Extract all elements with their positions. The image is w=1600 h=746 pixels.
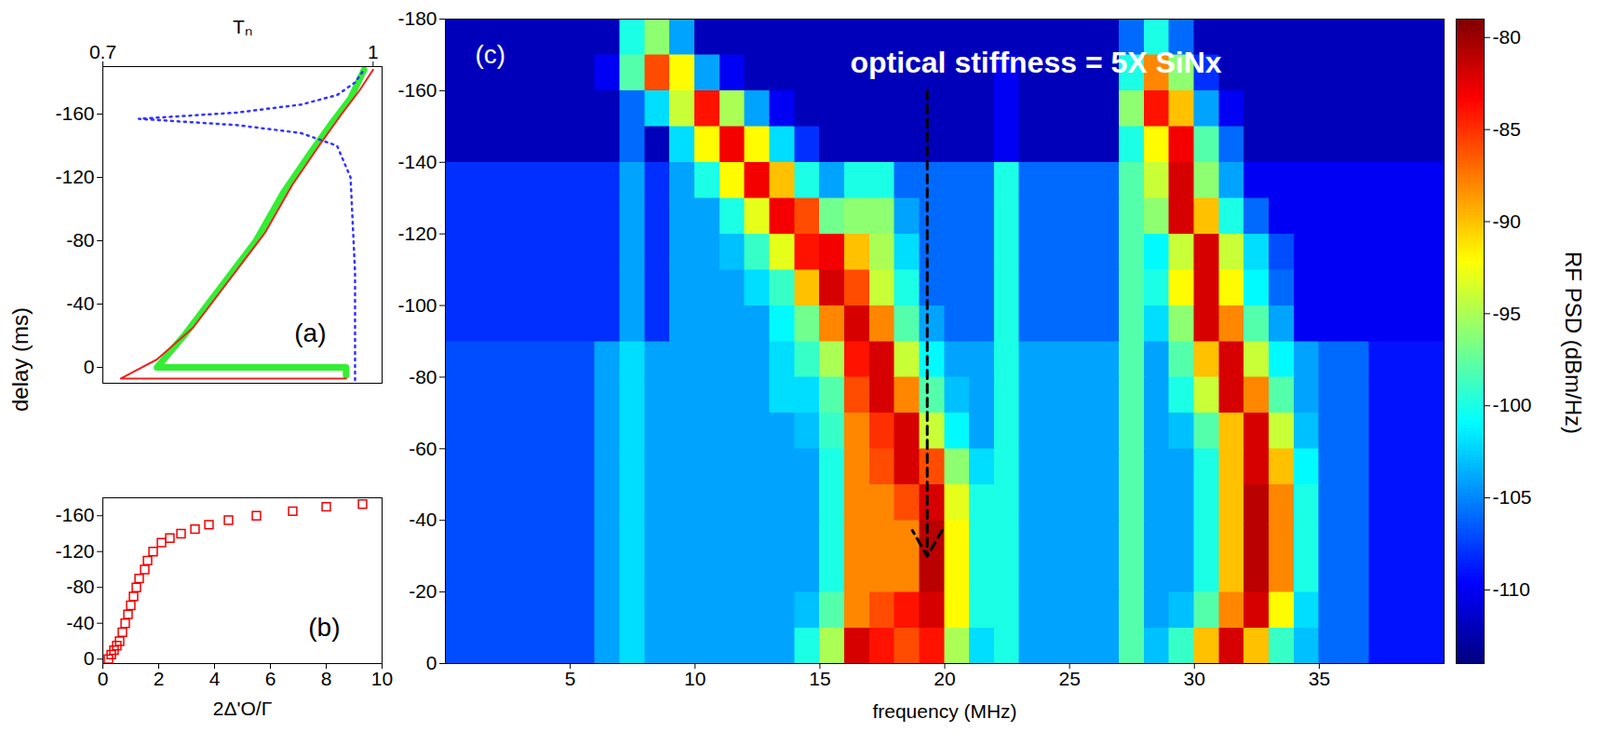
svg-text:(a): (a) xyxy=(294,318,326,348)
html-text:delay (ms): delay (ms) xyxy=(7,307,33,412)
svg-text:0: 0 xyxy=(83,646,95,669)
svg-text:5: 5 xyxy=(564,667,577,689)
svg-text:-110: -110 xyxy=(1492,578,1531,600)
svg-text:0.7: 0.7 xyxy=(89,40,117,63)
svg-text:1: 1 xyxy=(367,40,379,63)
svg-text:-60: -60 xyxy=(408,437,437,459)
svg-text:-90: -90 xyxy=(1492,210,1521,232)
svg-text:25: 25 xyxy=(1058,667,1080,689)
svg-text:-140: -140 xyxy=(397,150,437,173)
svg-text:0: 0 xyxy=(426,651,438,673)
svg-text:-120: -120 xyxy=(54,165,95,188)
svg-text:optical stiffness = 5X SiNx: optical stiffness = 5X SiNx xyxy=(849,45,1222,80)
svg-text:-160: -160 xyxy=(54,102,95,124)
svg-text:-160: -160 xyxy=(54,503,95,525)
svg-text:35: 35 xyxy=(1308,667,1331,689)
svg-text:-40: -40 xyxy=(66,611,95,633)
svg-text:-40: -40 xyxy=(408,508,437,530)
svg-text:(b): (b) xyxy=(308,612,340,642)
svg-text:-40: -40 xyxy=(66,292,95,314)
svg-text:-120: -120 xyxy=(54,539,95,562)
svg-text:frequency (MHz): frequency (MHz) xyxy=(872,699,1017,722)
svg-text:-80: -80 xyxy=(408,365,437,388)
svg-text:Tₙ: Tₙ xyxy=(232,15,253,38)
svg-text:-80: -80 xyxy=(66,228,95,251)
svg-text:2Δ'O/Γ: 2Δ'O/Γ xyxy=(213,697,272,719)
svg-text:-160: -160 xyxy=(397,79,437,101)
html-text:RF PSD (dBm/Hz): RF PSD (dBm/Hz) xyxy=(1560,251,1587,434)
svg-text:-20: -20 xyxy=(408,579,437,602)
svg-text:15: 15 xyxy=(808,667,831,689)
svg-text:-180: -180 xyxy=(397,7,437,29)
svg-text:4: 4 xyxy=(209,667,221,689)
svg-text:-100: -100 xyxy=(1492,393,1533,416)
svg-text:20: 20 xyxy=(933,667,955,689)
svg-text:-105: -105 xyxy=(1492,485,1533,508)
svg-text:10: 10 xyxy=(684,667,706,689)
svg-text:-95: -95 xyxy=(1492,302,1521,324)
svg-text:(c): (c) xyxy=(475,40,507,69)
svg-text:10: 10 xyxy=(371,667,393,689)
svg-text:8: 8 xyxy=(321,667,333,689)
svg-text:-120: -120 xyxy=(397,222,437,244)
svg-text:-80: -80 xyxy=(66,575,95,597)
svg-text:0: 0 xyxy=(83,355,95,377)
svg-text:30: 30 xyxy=(1183,667,1206,689)
svg-text:-80: -80 xyxy=(1492,26,1521,48)
svg-text:-100: -100 xyxy=(397,294,437,316)
svg-text:-85: -85 xyxy=(1492,118,1521,140)
svg-text:2: 2 xyxy=(153,667,165,689)
svg-text:0: 0 xyxy=(97,667,109,689)
svg-text:6: 6 xyxy=(265,667,277,689)
